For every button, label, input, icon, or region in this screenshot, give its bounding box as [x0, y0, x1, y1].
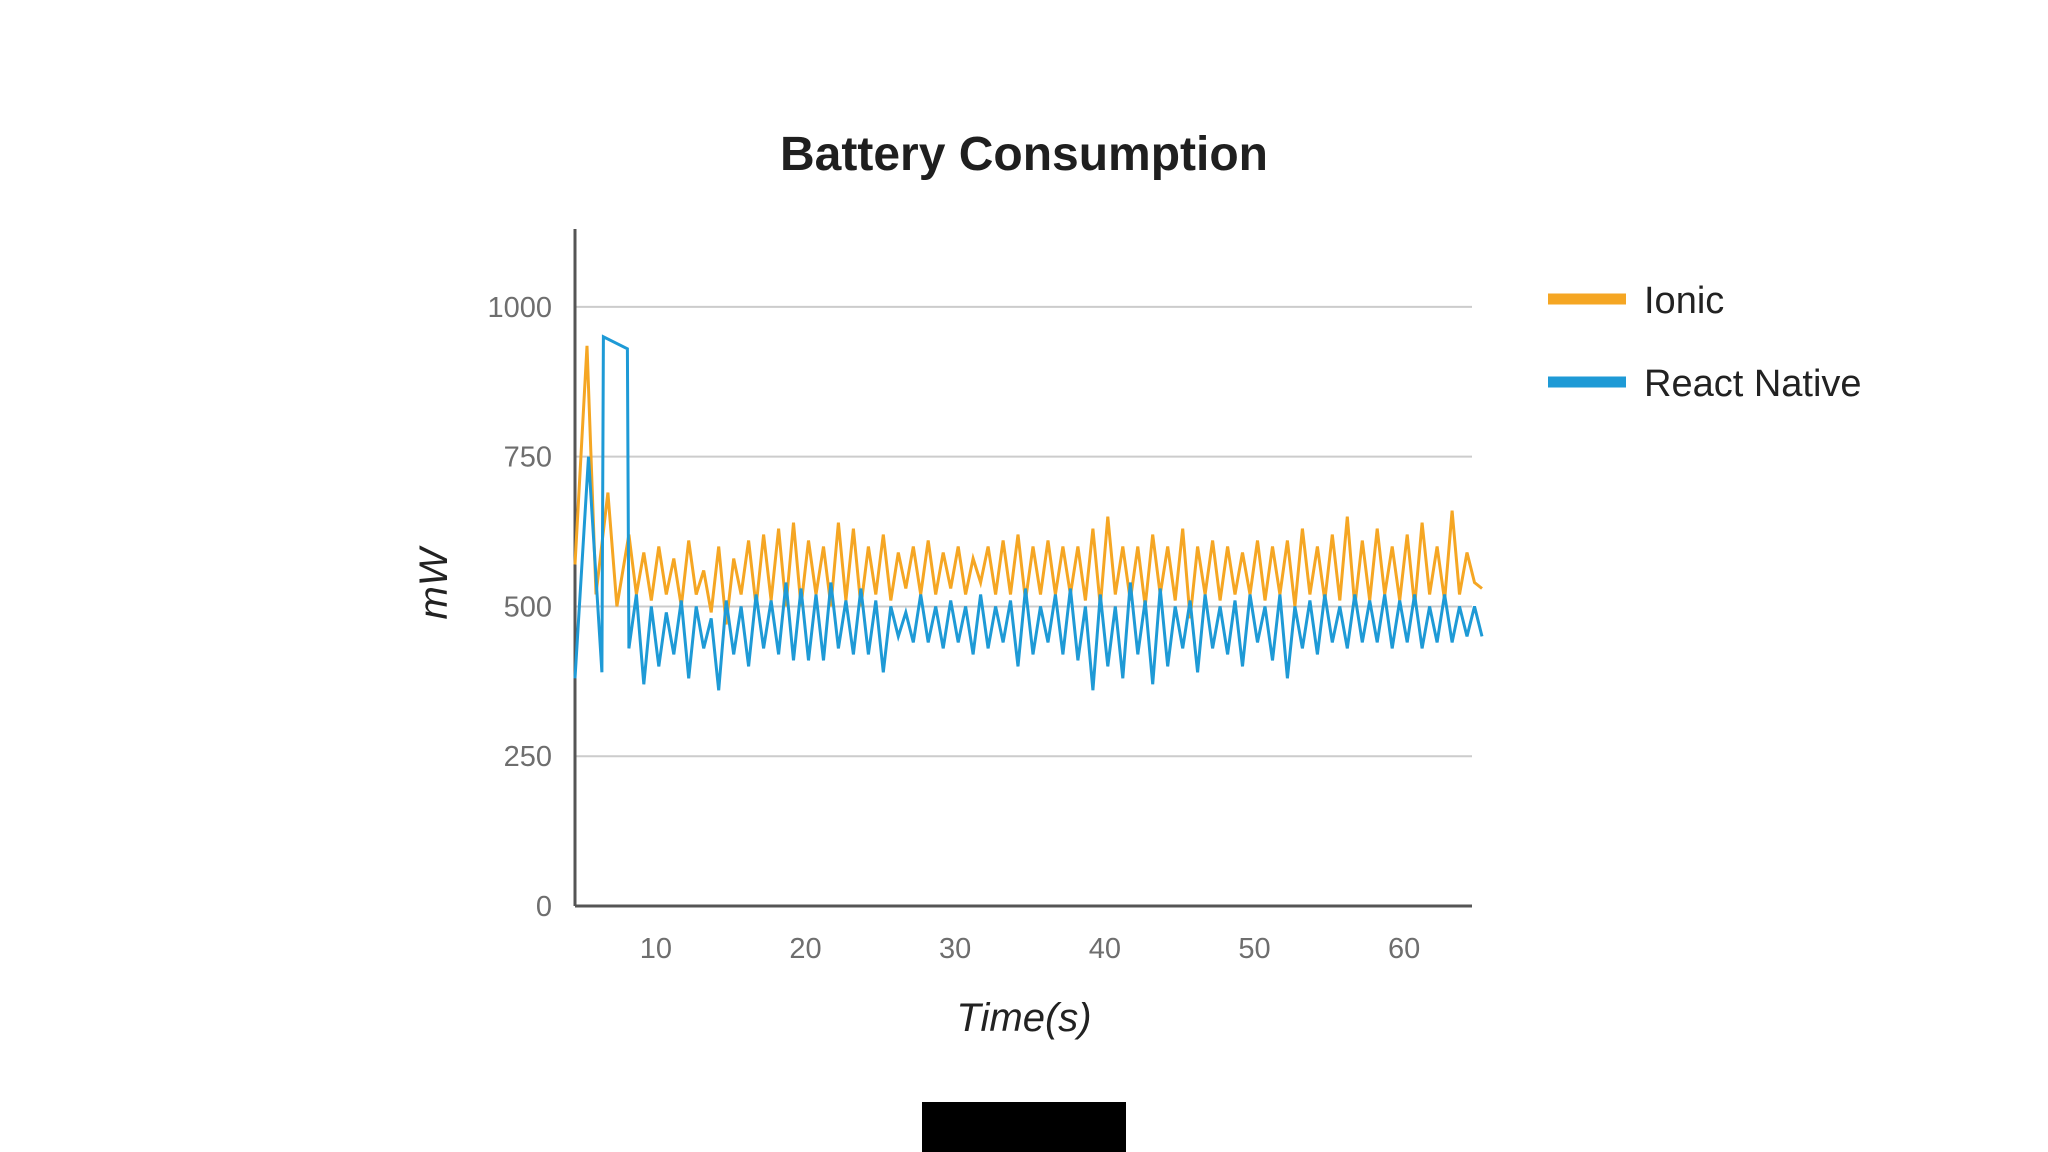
legend-label-ionic: Ionic — [1644, 280, 1724, 322]
y-tick-label: 250 — [504, 741, 552, 773]
series-line-react-native — [573, 334, 1484, 691]
legend: Ionic React Native — [1548, 280, 1862, 405]
x-tick-label: 60 — [1388, 933, 1420, 965]
y-tick-label: 0 — [536, 891, 552, 923]
x-axis-title: Time(s) — [956, 996, 1091, 1040]
y-tick-labels: 0 250 500 750 1000 — [487, 292, 552, 923]
y-tick-label: 1000 — [487, 292, 552, 324]
x-tick-label: 40 — [1089, 933, 1121, 965]
x-tick-label: 50 — [1238, 933, 1270, 965]
y-axis-title: mW — [412, 545, 456, 619]
x-tick-labels: 10 20 30 40 50 60 — [640, 933, 1421, 965]
chart-title: Battery Consumption — [780, 128, 1268, 181]
series-line-ionic — [573, 345, 1483, 625]
bottom-black-block — [922, 1102, 1126, 1152]
x-tick-label: 30 — [939, 933, 971, 965]
legend-label-react-native: React Native — [1644, 363, 1862, 405]
x-tick-label: 10 — [640, 933, 672, 965]
y-tick-label: 500 — [504, 591, 552, 623]
x-tick-label: 20 — [789, 933, 821, 965]
series-lines — [573, 334, 1484, 691]
y-tick-label: 750 — [504, 442, 552, 474]
